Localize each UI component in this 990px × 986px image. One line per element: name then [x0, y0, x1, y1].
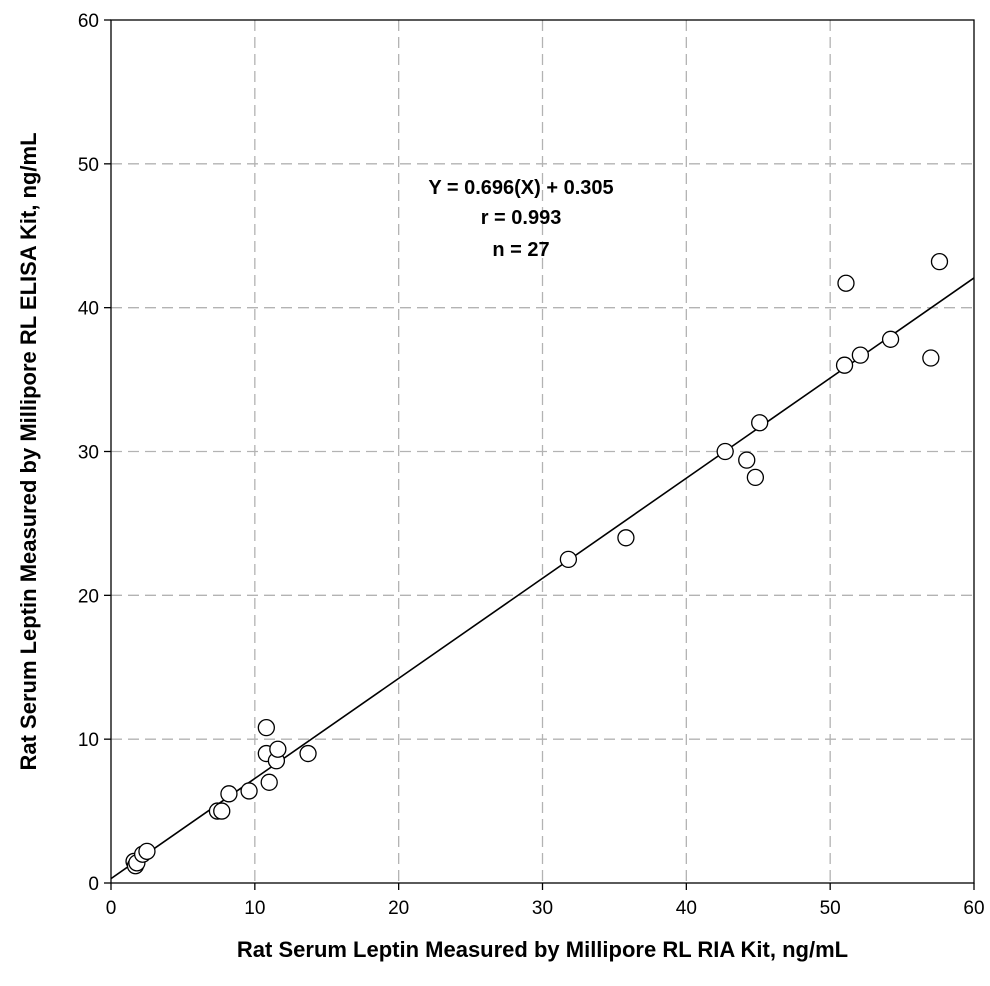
y-tick-label: 30 — [78, 443, 99, 464]
data-point — [213, 802, 231, 820]
data-point — [260, 773, 278, 791]
data-point — [220, 785, 238, 803]
data-point — [299, 744, 317, 763]
data-points — [125, 252, 949, 875]
x-tick-label: 50 — [820, 898, 841, 919]
data-point — [837, 274, 855, 292]
data-point — [269, 740, 287, 758]
x-tick-label: 20 — [388, 898, 409, 919]
x-axis-title: Rat Serum Leptin Measured by Millipore R… — [237, 937, 848, 962]
data-point — [746, 468, 765, 487]
regression-line — [110, 277, 975, 880]
data-point — [881, 330, 900, 348]
data-point — [851, 346, 870, 364]
data-point — [751, 414, 769, 432]
data-point — [835, 356, 854, 374]
sample-size-label: n = 27 — [492, 239, 549, 261]
x-tick-label: 60 — [963, 898, 984, 919]
y-tick-label: 0 — [88, 874, 99, 895]
correlation-label: r = 0.993 — [481, 207, 562, 229]
y-tick-label: 50 — [78, 155, 99, 176]
y-axis-title: Rat Serum Leptin Measured by Millipore R… — [16, 132, 41, 770]
x-tick-label: 40 — [676, 898, 697, 919]
axis-ticks: 0 10 20 30 40 50 60 0 10 20 30 40 50 60 — [78, 11, 985, 919]
x-tick-label: 10 — [244, 898, 265, 919]
y-tick-label: 20 — [78, 586, 99, 607]
data-point — [617, 529, 635, 547]
equation-label: Y = 0.696(X) + 0.305 — [428, 177, 613, 199]
data-point — [922, 349, 940, 367]
data-point — [240, 782, 258, 800]
data-point — [138, 842, 156, 861]
x-tick-label: 30 — [532, 898, 553, 919]
x-tick-label: 0 — [106, 898, 117, 919]
data-point — [738, 451, 756, 469]
y-tick-label: 10 — [78, 730, 99, 751]
data-point — [559, 550, 578, 569]
y-tick-label: 40 — [78, 299, 99, 320]
y-tick-label: 60 — [78, 11, 99, 32]
data-point — [930, 252, 949, 271]
grid — [111, 20, 974, 883]
data-point — [257, 719, 275, 737]
data-point — [716, 442, 734, 461]
